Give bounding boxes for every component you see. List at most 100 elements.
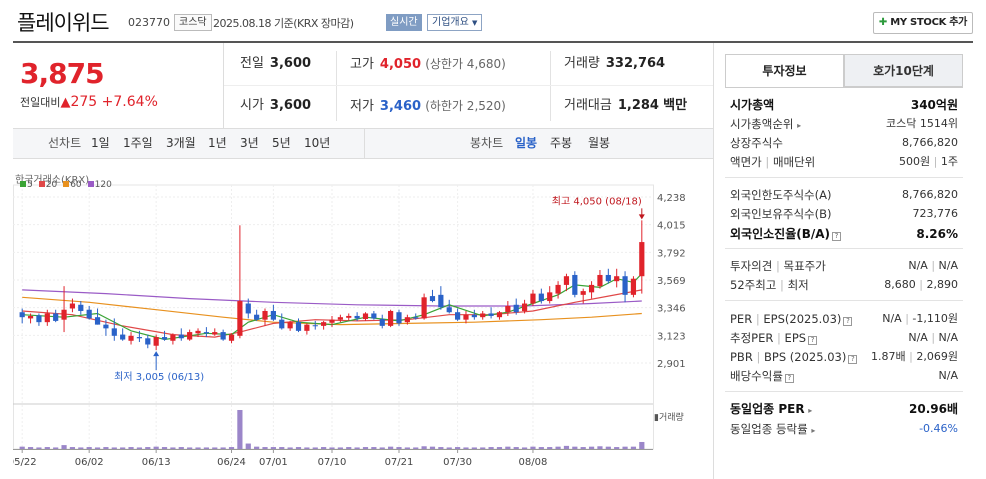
w52-low-label: 최저 bbox=[787, 278, 809, 292]
target-price-value: N/A bbox=[938, 259, 958, 272]
volume-bar bbox=[111, 447, 117, 449]
range-1y[interactable]: 1년 bbox=[208, 136, 227, 150]
period-monthly[interactable]: 월봉 bbox=[588, 136, 611, 150]
candlestick-chart-svg[interactable]: 4,238 4,015 3,792 3,569 3,346 3,123 2,901 05/22… bbox=[13, 160, 713, 479]
market-badge: 코스닥 bbox=[174, 14, 212, 31]
y-tick-label: 4,015 bbox=[657, 221, 686, 232]
price-summary-table: 전일 3,600 시가 3,600 고가 4,050 (상한가 4,680) 저가 3,… bbox=[224, 43, 713, 128]
target-price-label: 목표주가 bbox=[783, 259, 826, 273]
volume-bar bbox=[195, 447, 201, 449]
candle-body bbox=[27, 315, 34, 319]
ma-60-line bbox=[22, 296, 642, 326]
volume-bar bbox=[471, 447, 477, 449]
candle-body bbox=[530, 293, 536, 304]
corp-overview-dropdown[interactable]: 기업개요 ▼ bbox=[427, 14, 483, 31]
volume-bar bbox=[128, 447, 134, 449]
candle-body bbox=[630, 278, 637, 295]
invest-tabs: 투자정보 호가10단계 bbox=[725, 54, 963, 87]
volume-bar bbox=[455, 447, 461, 449]
candle-body bbox=[563, 276, 570, 285]
help-icon[interactable]: ? bbox=[832, 232, 842, 241]
market-cap-rank-row[interactable]: 시가총액순위 ▸ 코스닥 1514위 bbox=[730, 115, 958, 133]
low-arrow-head bbox=[153, 351, 160, 357]
pipe-divider: | bbox=[775, 259, 780, 273]
y-tick-label: 3,123 bbox=[657, 331, 686, 342]
volume-bar bbox=[630, 446, 637, 449]
volume-bar bbox=[555, 446, 561, 449]
summary-open: 시가 3,600 bbox=[240, 85, 311, 127]
volume-bar bbox=[396, 447, 402, 449]
header-divider bbox=[13, 41, 973, 43]
candle-body bbox=[329, 319, 335, 323]
tab-invest-info[interactable]: 투자정보 bbox=[725, 54, 844, 87]
pipe-divider: | bbox=[765, 155, 770, 169]
volume-bar bbox=[312, 447, 318, 449]
tab-orderbook[interactable]: 호가10단계 bbox=[844, 54, 963, 87]
volume-bar bbox=[337, 447, 343, 449]
help-icon[interactable]: ? bbox=[784, 374, 794, 383]
volume-bar bbox=[513, 447, 519, 449]
high-annotation: 최고 4,050 (08/18) bbox=[552, 195, 642, 207]
summary-low: 저가 3,460 (하한가 2,520) bbox=[350, 85, 506, 127]
dividend-row: 배당수익률? N/A bbox=[730, 367, 958, 385]
opinion-value: N/A bbox=[908, 259, 928, 272]
candle-body bbox=[413, 317, 419, 319]
volume-bar bbox=[413, 447, 419, 449]
stock-code: 023770 bbox=[128, 16, 170, 29]
volume-bar bbox=[295, 447, 302, 449]
range-divider bbox=[364, 129, 365, 158]
pipe-divider: | bbox=[909, 350, 913, 363]
realtime-button[interactable]: 실시간 bbox=[386, 14, 422, 31]
pipe-divider: | bbox=[905, 312, 909, 325]
industry-change-row[interactable]: 동일업종 등락률 ▸ -0.46% bbox=[730, 420, 958, 438]
candle-body bbox=[496, 312, 503, 318]
chart-source-label: 한국거래소(KRX) bbox=[15, 175, 90, 186]
range-3m[interactable]: 3개월 bbox=[166, 136, 196, 150]
volume-bar bbox=[438, 447, 444, 449]
open-label: 시가 bbox=[240, 98, 264, 113]
ma-20-line bbox=[22, 289, 642, 338]
candle-body bbox=[111, 328, 117, 336]
candle-body bbox=[471, 314, 477, 318]
volume-bar bbox=[346, 447, 352, 449]
market-cap-row: 시가총액 340억원 bbox=[730, 96, 958, 114]
x-tick-label: 07/01 bbox=[259, 457, 288, 468]
pbr-value: 1.87배 bbox=[871, 350, 906, 363]
volume-bar bbox=[463, 447, 469, 449]
x-tick-label: 07/21 bbox=[385, 457, 414, 468]
candle-body bbox=[396, 312, 402, 324]
help-icon[interactable]: ? bbox=[808, 336, 818, 345]
foreign-limit-value: 8,766,820 bbox=[902, 188, 958, 201]
volume-bar bbox=[622, 446, 628, 449]
volume-bar bbox=[145, 447, 151, 449]
help-icon[interactable]: ? bbox=[843, 317, 853, 326]
candle-body bbox=[103, 324, 109, 329]
prev-close-value: 3,600 bbox=[269, 56, 312, 71]
stock-header: 플레이위드 023770 코스닥 2025.08.18 기준(KRX 장마감) … bbox=[0, 0, 986, 42]
range-1w[interactable]: 1주일 bbox=[123, 136, 153, 150]
range-10y[interactable]: 10년 bbox=[304, 136, 331, 150]
volume-label: 거래량 bbox=[564, 56, 600, 71]
add-my-stock-button[interactable]: ✚ MY STOCK 추가 bbox=[873, 12, 973, 34]
shares-value: 8,766,820 bbox=[902, 136, 958, 149]
volume-bar bbox=[228, 447, 235, 449]
help-icon[interactable]: ? bbox=[848, 355, 858, 364]
summary-row-divider bbox=[224, 85, 713, 86]
volume-bar bbox=[220, 447, 226, 449]
candle-body bbox=[120, 334, 126, 340]
price-change: 전일대비▲275 +7.64% bbox=[20, 94, 158, 110]
market-cap-label: 시가총액 bbox=[730, 98, 775, 112]
add-my-stock-label: MY STOCK 추가 bbox=[890, 17, 968, 28]
period-weekly[interactable]: 주봉 bbox=[550, 136, 573, 150]
candle-body bbox=[404, 317, 410, 323]
upper-limit: (상한가 4,680) bbox=[425, 57, 506, 71]
pbr-label: PBR bbox=[730, 350, 753, 364]
candle-body bbox=[228, 334, 235, 341]
range-1d[interactable]: 1일 bbox=[91, 136, 110, 150]
range-5y[interactable]: 5년 bbox=[272, 136, 291, 150]
range-3y[interactable]: 3년 bbox=[240, 136, 259, 150]
period-daily[interactable]: 일봉 bbox=[515, 136, 538, 150]
industry-per-row[interactable]: 동일업종 PER ▸ 20.96배 bbox=[730, 400, 958, 418]
summary-divider bbox=[550, 51, 551, 121]
market-cap-rank-label: 시가총액순위 bbox=[730, 117, 794, 131]
